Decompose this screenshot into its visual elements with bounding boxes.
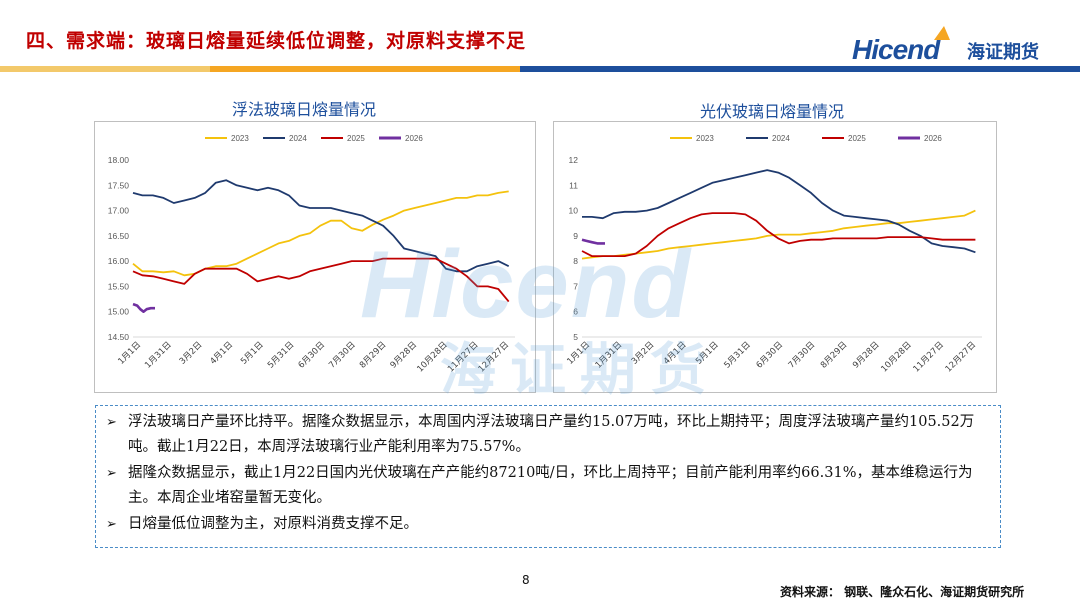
logo-sail-icon	[934, 26, 950, 40]
x-tick-label: 9月28日	[389, 340, 420, 371]
logo-cn: 海证期货	[967, 42, 1039, 63]
series-line-2026	[132, 302, 155, 313]
x-tick-label: 3月2日	[178, 340, 205, 367]
x-tick-label: 11月27日	[446, 340, 480, 374]
y-tick-label: 12	[569, 155, 579, 165]
y-tick-label: 16.00	[108, 256, 130, 266]
y-tick-label: 9	[573, 231, 578, 241]
legend-label-2026: 2026	[405, 134, 423, 143]
note-item: ➢ 日熔量低位调整为主，对原料消费支撑不足。	[104, 512, 990, 537]
notes-box: ➢ 浮法玻璃日产量环比持平。据隆众数据显示，本周国内浮法玻璃日产量约15.07万…	[95, 405, 1001, 548]
legend-label-2023: 2023	[231, 134, 249, 143]
chart-title-pv: 光伏玻璃日熔量情况	[700, 102, 845, 121]
x-tick-label: 5月1日	[239, 340, 266, 367]
page-title: 四、需求端：玻璃日熔量延续低位调整，对原料支撑不足	[26, 30, 527, 52]
legend-label-2024: 2024	[772, 134, 790, 143]
series-line-2026	[581, 238, 605, 245]
pv-glass-chart: 2023 2024 2025 2026 5 6 7 8 9 10 11 12 1月1日 1月31日 3月2日…	[553, 121, 997, 393]
note-text: 浮法玻璃日产量环比持平。据隆众数据显示，本周国内浮法玻璃日产量约15.07万吨，…	[128, 414, 975, 455]
x-tick-label: 6月30日	[297, 340, 328, 371]
series-line-2025	[132, 257, 510, 303]
x-tick-label: 5月1日	[694, 340, 721, 367]
y-tick-label: 7	[573, 281, 578, 291]
x-tick-label: 11月27日	[912, 340, 946, 374]
x-tick-label: 5月31日	[266, 340, 297, 371]
legend-label-2023: 2023	[696, 134, 714, 143]
y-tick-label: 18.00	[108, 155, 130, 165]
series-line-2024	[132, 179, 510, 273]
legend-label-2025: 2025	[347, 134, 365, 143]
y-tick-label: 15.00	[108, 307, 130, 317]
y-tick-label: 11	[569, 180, 578, 190]
x-tick-label: 4月1日	[662, 340, 689, 367]
legend-label-2026: 2026	[924, 134, 942, 143]
legend-label-2025: 2025	[848, 134, 866, 143]
x-tick-label: 6月30日	[755, 340, 786, 371]
x-tick-label: 12月27日	[944, 340, 978, 374]
note-text: 据隆众数据显示，截止1月22日国内光伏玻璃在产产能约87210吨/日，环比上周持…	[128, 465, 973, 506]
chart-title-float: 浮法玻璃日熔量情况	[232, 100, 377, 119]
x-tick-label: 4月1日	[208, 340, 235, 367]
y-tick-label: 15.50	[108, 281, 130, 291]
logo-brand: Hicend	[852, 34, 940, 65]
y-tick-label: 14.50	[108, 332, 130, 342]
x-tick-label: 1月1日	[565, 340, 592, 367]
y-tick-label: 16.50	[108, 231, 130, 241]
x-tick-label: 12月27日	[477, 340, 511, 374]
y-tick-label: 6	[573, 307, 578, 317]
company-logo: Hicend 海证期货	[852, 26, 1062, 65]
x-tick-label: 1月31日	[143, 340, 174, 371]
x-tick-label: 10月28日	[415, 340, 449, 374]
series-line-2024	[582, 169, 976, 254]
y-tick-label: 10	[569, 206, 579, 216]
legend-label-2024: 2024	[289, 134, 307, 143]
source-note: 资料来源： 钢联、隆众石化、海证期货研究所	[780, 585, 1025, 599]
pv-glass-chart-svg: 2023 2024 2025 2026 5 6 7 8 9 10 11 12 1月1日 1月31日 3月2日…	[565, 134, 982, 374]
x-tick-label: 5月31日	[722, 340, 753, 371]
y-tick-label: 5	[573, 332, 578, 342]
bullet-arrow-icon: ➢	[106, 517, 117, 532]
x-tick-label: 3月2日	[630, 340, 657, 367]
series-line-2023	[581, 209, 976, 260]
y-tick-label: 8	[573, 256, 578, 266]
y-tick-label: 17.00	[108, 206, 130, 216]
x-tick-label: 1月1日	[116, 340, 143, 367]
bullet-arrow-icon: ➢	[106, 415, 117, 430]
y-tick-label: 17.50	[108, 180, 130, 190]
page-number: 8	[522, 573, 530, 587]
series-line-2025	[581, 212, 976, 258]
x-tick-label: 8月29日	[819, 340, 850, 371]
bullet-arrow-icon: ➢	[106, 466, 117, 481]
float-glass-chart: 2023 2024 2025 2026 14.50 15.00 15.50 16.00 16.5…	[94, 121, 536, 393]
header-color-band	[0, 66, 1080, 72]
note-text: 日熔量低位调整为主，对原料消费支撑不足。	[128, 516, 418, 532]
x-tick-label: 8月29日	[358, 340, 389, 371]
x-tick-label: 7月30日	[327, 340, 358, 371]
x-tick-label: 10月28日	[879, 340, 913, 374]
x-tick-label: 9月28日	[851, 340, 882, 371]
note-item: ➢ 浮法玻璃日产量环比持平。据隆众数据显示，本周国内浮法玻璃日产量约15.07万…	[104, 410, 990, 460]
note-item: ➢ 据隆众数据显示，截止1月22日国内光伏玻璃在产产能约87210吨/日，环比上…	[104, 461, 990, 511]
float-glass-chart-svg: 2023 2024 2025 2026 14.50 15.00 15.50 16.00 16.5…	[108, 134, 515, 374]
x-tick-label: 7月30日	[787, 340, 818, 371]
series-line-2023	[132, 190, 509, 277]
x-tick-label: 1月31日	[594, 340, 625, 371]
